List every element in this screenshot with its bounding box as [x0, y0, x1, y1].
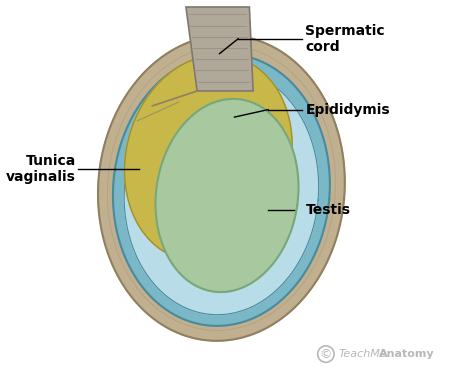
Text: Testis: Testis — [306, 203, 350, 217]
Polygon shape — [156, 99, 298, 292]
Polygon shape — [186, 7, 253, 91]
Polygon shape — [124, 55, 292, 261]
Text: Spermatic
cord: Spermatic cord — [306, 24, 385, 54]
Text: TeachMe: TeachMe — [338, 349, 387, 359]
Text: ©: © — [320, 347, 332, 361]
Text: Epididymis: Epididymis — [306, 103, 390, 117]
Polygon shape — [124, 69, 319, 315]
Text: Anatomy: Anatomy — [379, 349, 435, 359]
Polygon shape — [113, 54, 330, 326]
Polygon shape — [98, 35, 345, 341]
Text: Tunica
vaginalis: Tunica vaginalis — [6, 154, 76, 185]
